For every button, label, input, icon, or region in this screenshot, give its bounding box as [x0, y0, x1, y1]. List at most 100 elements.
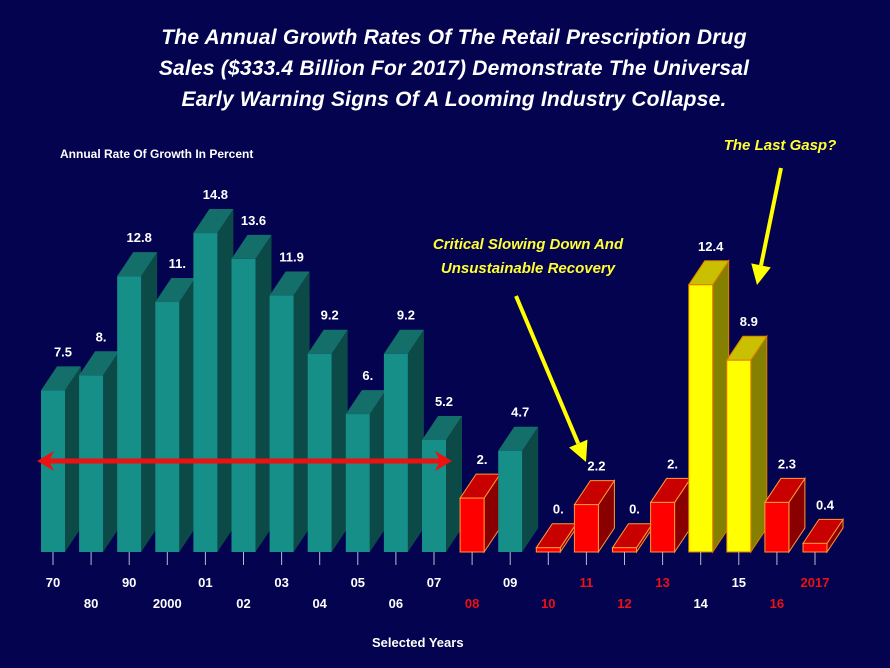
arrow-head-icon [751, 263, 771, 285]
value-label-09: 4.7 [511, 405, 529, 420]
value-label-07: 5.2 [435, 394, 453, 409]
bar-side [522, 426, 539, 552]
value-label-14: 12.4 [698, 239, 724, 254]
annotation-critical-slowing: Critical Slowing Down And Unsustainable … [388, 233, 668, 281]
bar-side [369, 390, 386, 552]
value-label-90: 12.8 [127, 230, 152, 245]
bar-top [498, 426, 539, 451]
y-axis-label: Annual Rate Of Growth In Percent [60, 147, 254, 161]
title-line-2: Sales ($333.4 Billion For 2017) Demonstr… [158, 57, 750, 80]
bar-side [446, 415, 462, 552]
bar-front [383, 353, 408, 552]
bar-03 [269, 271, 310, 552]
bar-front [688, 284, 714, 553]
tick-label-08: 08 [465, 596, 479, 611]
bar-01 [193, 209, 234, 552]
value-label-01: 14.8 [203, 187, 228, 202]
bar-side [293, 271, 310, 552]
bar-14 [687, 259, 730, 554]
bar-04 [307, 329, 348, 552]
bar-11 [573, 478, 616, 554]
tick-label-01: 01 [198, 575, 212, 590]
tick-label-90: 90 [122, 575, 136, 590]
bar-06 [383, 329, 424, 552]
bar-top [155, 278, 196, 303]
value-label-06: 9.2 [397, 308, 415, 323]
bar-13 [649, 476, 692, 554]
chart-title: The Annual Growth Rates Of The Retail Pr… [0, 22, 890, 115]
arrow-head-right-icon [435, 451, 452, 471]
bar-front [764, 501, 790, 553]
value-label-2000: 11. [169, 256, 186, 271]
bar-side [750, 334, 768, 554]
value-label-15: 8.9 [740, 314, 758, 329]
arrow-shaft [759, 167, 783, 266]
bar-09 [498, 426, 539, 552]
annotation-critical-line-2: Unsustainable Recovery [440, 260, 616, 277]
bar-front [41, 390, 65, 552]
bar-front [117, 276, 142, 552]
tick-label-07: 07 [427, 575, 441, 590]
annotation-critical-line-1: Critical Slowing Down And [432, 236, 624, 253]
value-label-03: 11.9 [279, 250, 304, 265]
tick-label-09: 09 [503, 575, 517, 590]
bar-front [345, 414, 370, 552]
bar-front [79, 375, 104, 552]
bar-10 [535, 522, 578, 554]
bar-top [422, 415, 462, 440]
bar-side [255, 234, 272, 553]
tick-label-16: 16 [770, 596, 784, 611]
bar-2000 [155, 278, 196, 552]
tick-label-11: 11 [580, 575, 594, 590]
bar-07 [422, 415, 462, 552]
title-line-3: Early Warning Signs Of A Looming Industr… [181, 88, 727, 111]
value-label-13: 2. [667, 456, 678, 471]
bar-08 [459, 472, 502, 554]
bar-side [331, 329, 348, 552]
bar-front [650, 501, 676, 553]
tick-label-80: 80 [84, 596, 98, 611]
bar-02 [231, 234, 272, 553]
bar-side [217, 209, 234, 552]
bar-front [726, 359, 752, 553]
bar-front [802, 542, 828, 553]
bar-05 [345, 390, 386, 552]
bar-top [345, 390, 386, 415]
tick-label-06: 06 [389, 596, 403, 611]
bar-top [383, 329, 424, 354]
bar-front [269, 295, 294, 552]
bar-front [231, 258, 256, 552]
bar-side [407, 329, 424, 552]
tick-label-13: 13 [655, 575, 669, 590]
value-label-02: 13.6 [241, 213, 266, 228]
arrow-head-left-icon [37, 451, 54, 471]
tick-label-03: 03 [274, 575, 288, 590]
bar-12 [611, 522, 654, 554]
bar-top [231, 234, 272, 259]
arrow-last-gasp-icon [751, 167, 783, 285]
arrow-shaft [514, 295, 581, 445]
title-line-1: The Annual Growth Rates Of The Retail Pr… [161, 26, 747, 49]
bar-front [459, 497, 485, 553]
tick-label-2017: 2017 [801, 575, 830, 590]
annotation-last-gasp: The Last Gasp? [723, 137, 837, 154]
bar-top [269, 271, 310, 296]
bar-side [141, 252, 158, 552]
tick-label-2000: 2000 [153, 596, 182, 611]
value-label-2017: 0.4 [816, 497, 835, 512]
tick-label-15: 15 [732, 575, 746, 590]
bar-top [79, 351, 120, 376]
bar-front [193, 233, 218, 552]
value-label-08: 2. [477, 452, 488, 467]
tick-label-12: 12 [617, 596, 631, 611]
bar-16 [763, 476, 806, 554]
bar-15 [725, 334, 768, 554]
value-label-10: 0. [553, 502, 564, 517]
bar-front [573, 504, 599, 553]
bar-front [307, 353, 332, 552]
tick-label-02: 02 [236, 596, 250, 611]
value-label-05: 6. [362, 368, 373, 383]
bar-front [155, 302, 180, 552]
value-label-11: 2.2 [587, 459, 605, 474]
